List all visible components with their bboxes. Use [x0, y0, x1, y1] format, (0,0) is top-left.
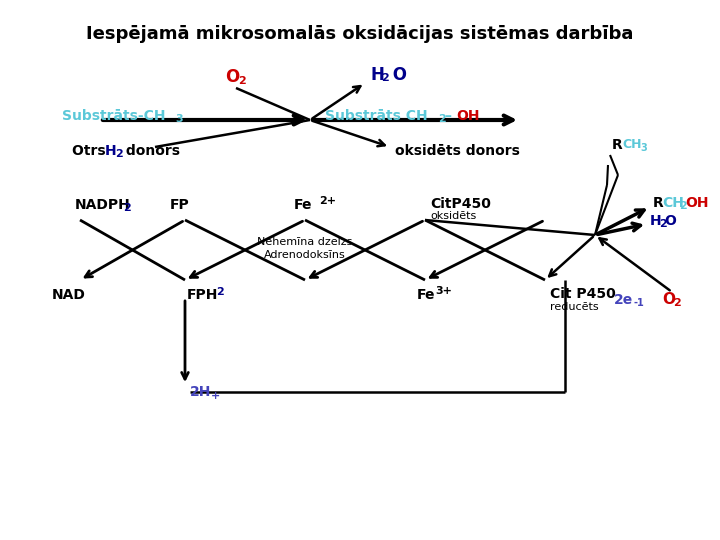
Text: reducēts: reducēts — [550, 302, 598, 312]
Text: 2H: 2H — [190, 385, 212, 399]
Text: O: O — [664, 214, 676, 228]
Text: 2: 2 — [238, 76, 246, 86]
Text: NAD: NAD — [52, 288, 86, 302]
Text: H: H — [650, 214, 662, 228]
Text: 2: 2 — [123, 203, 131, 213]
Text: oksidēts: oksidēts — [430, 211, 476, 221]
Text: FPH: FPH — [187, 288, 218, 302]
Text: 3: 3 — [175, 114, 183, 124]
Text: Fe: Fe — [294, 198, 312, 212]
Text: H: H — [105, 144, 117, 158]
Text: -1: -1 — [633, 298, 644, 308]
Text: 2: 2 — [673, 298, 680, 308]
Text: CH: CH — [622, 138, 642, 152]
Text: OH: OH — [456, 109, 480, 123]
Text: R: R — [612, 138, 623, 152]
Text: donors: donors — [121, 144, 180, 158]
Text: 2: 2 — [115, 149, 122, 159]
Text: R: R — [653, 196, 664, 210]
Text: H: H — [370, 66, 384, 84]
Text: CH: CH — [662, 196, 684, 210]
Text: 2: 2 — [381, 73, 389, 83]
Text: 2: 2 — [438, 114, 446, 124]
Text: Nehemīna dzelzs: Nehemīna dzelzs — [257, 237, 353, 247]
Text: Substrāts-CH: Substrāts-CH — [62, 109, 166, 123]
Text: O: O — [387, 66, 407, 84]
Text: O: O — [662, 293, 675, 307]
Text: Substrāts CH: Substrāts CH — [325, 109, 428, 123]
Text: CitP450: CitP450 — [430, 197, 491, 211]
Text: Iespējamā mikrosomalās oksidācijas sistēmas darbība: Iespējamā mikrosomalās oksidācijas sistē… — [86, 25, 634, 43]
Text: –: – — [445, 109, 457, 123]
Text: 2: 2 — [679, 201, 687, 211]
Text: +: + — [211, 391, 220, 401]
Text: Cit P450: Cit P450 — [550, 287, 616, 301]
Text: 2+: 2+ — [319, 196, 336, 206]
Text: O: O — [225, 68, 239, 86]
Text: 3+: 3+ — [435, 286, 452, 296]
Text: Adrenodoksīns: Adrenodoksīns — [264, 250, 346, 260]
Text: 2: 2 — [216, 287, 224, 297]
Text: 2: 2 — [659, 219, 667, 229]
Text: 3: 3 — [640, 143, 647, 153]
Text: FP: FP — [170, 198, 190, 212]
Text: 2e: 2e — [614, 293, 634, 307]
Text: OH: OH — [685, 196, 708, 210]
Text: oksidēts donors: oksidēts donors — [395, 144, 520, 158]
Text: Fe: Fe — [417, 288, 436, 302]
Text: Otrs: Otrs — [72, 144, 110, 158]
Text: NADPH: NADPH — [75, 198, 131, 212]
